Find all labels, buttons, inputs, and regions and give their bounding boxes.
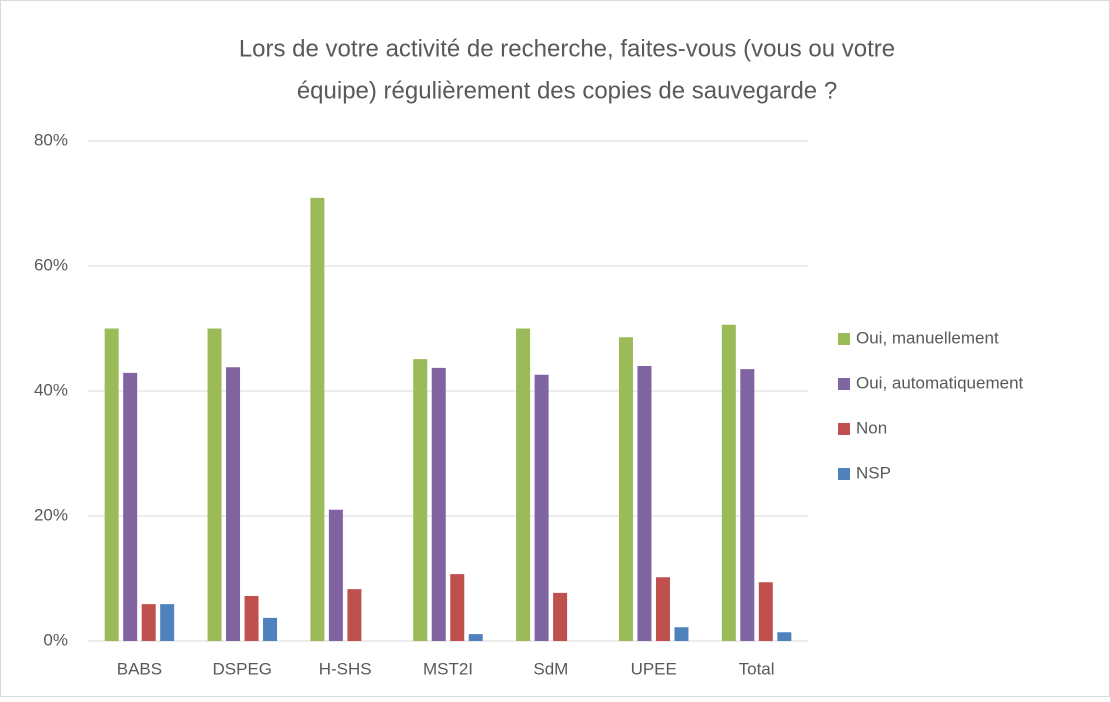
bar (758, 582, 773, 641)
bar (328, 509, 343, 641)
bar (468, 634, 483, 641)
legend-swatch (838, 333, 850, 345)
x-tick-label: DSPEG (213, 659, 273, 678)
x-tick-label: BABS (117, 659, 162, 678)
x-tick-label: SdM (533, 659, 568, 678)
bar (263, 617, 278, 641)
y-tick-label: 0% (43, 630, 68, 649)
bar (777, 632, 792, 641)
bar (637, 366, 652, 641)
legend-swatch (838, 468, 850, 480)
bar (226, 367, 241, 641)
legend-label: NSP (856, 463, 891, 482)
y-tick-label: 20% (34, 505, 68, 524)
x-tick-label: Total (739, 659, 775, 678)
y-tick-label: 60% (34, 255, 68, 274)
bar (141, 604, 156, 641)
bar (160, 604, 175, 641)
bar (516, 328, 531, 641)
bar (431, 367, 446, 641)
bar (721, 324, 736, 641)
bar (413, 359, 428, 641)
chart-title: équipe) régulièrement des copies de sauv… (297, 77, 837, 104)
bar (104, 328, 119, 641)
bar (207, 328, 222, 641)
legend-label: Oui, manuellement (856, 328, 999, 347)
x-tick-label: MST2I (423, 659, 473, 678)
bar (310, 197, 325, 641)
legend-swatch (838, 423, 850, 435)
bar (534, 374, 549, 641)
bar (674, 627, 689, 641)
bar (244, 596, 259, 641)
bar (655, 577, 670, 641)
bar (123, 372, 138, 641)
x-tick-label: UPEE (631, 659, 677, 678)
y-tick-label: 80% (34, 130, 68, 149)
chart-title: Lors de votre activité de recherche, fai… (239, 35, 895, 62)
bar (553, 592, 568, 641)
legend-label: Non (856, 418, 887, 437)
bar (740, 369, 755, 641)
bar (618, 337, 633, 641)
bar (450, 574, 465, 641)
legend-label: Oui, automatiquement (856, 373, 1024, 392)
bar (347, 589, 362, 641)
y-tick-label: 40% (34, 380, 68, 399)
legend-swatch (838, 378, 850, 390)
x-tick-label: H-SHS (319, 659, 372, 678)
